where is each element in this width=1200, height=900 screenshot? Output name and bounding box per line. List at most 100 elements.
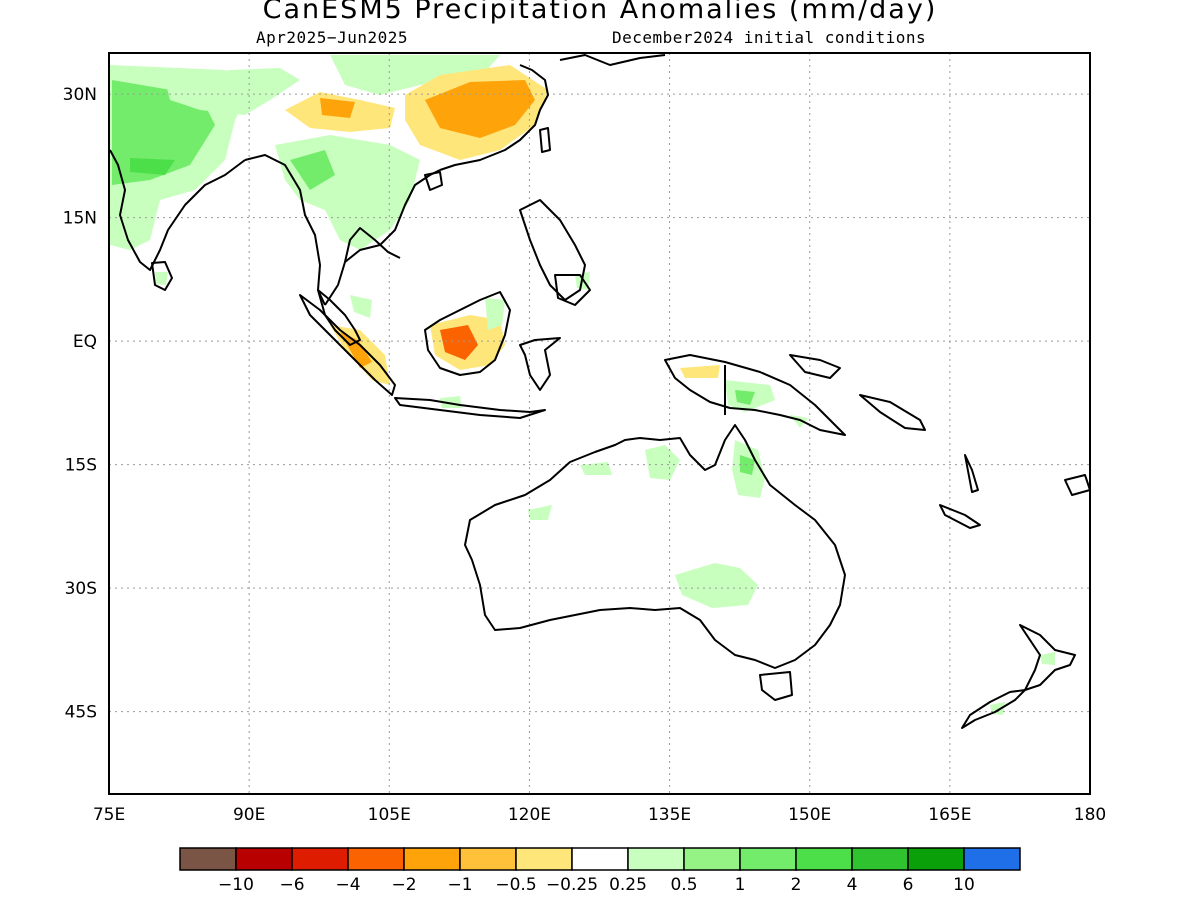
colorbar-label: −10 xyxy=(218,875,254,895)
coast-java xyxy=(394,397,546,419)
lon-tick-label: 90E xyxy=(233,805,265,825)
colorbar-label: −4 xyxy=(335,875,360,895)
anomaly-borneo-wet xyxy=(485,298,505,330)
coast-nz-north xyxy=(1019,624,1076,691)
anomaly-nz-north-wet xyxy=(1040,652,1055,665)
anomaly-tibet-wet xyxy=(165,68,300,115)
forecast-period: Apr2025−Jun2025 xyxy=(256,28,408,47)
initial-conditions: December2024 initial conditions xyxy=(612,28,927,47)
colorbar-swatch xyxy=(627,847,685,871)
anomaly-sumatra-dry-core xyxy=(340,332,372,368)
anomaly-borneo-dry-core xyxy=(440,325,478,360)
coast-vanuatu xyxy=(964,454,979,493)
anomaly-borneo-ne-wet xyxy=(350,295,372,318)
anomaly-seasia-wet xyxy=(275,135,420,250)
colorbar-swatch xyxy=(235,847,293,871)
colorbar-label: −2 xyxy=(391,875,416,895)
colorbar-swatch xyxy=(403,847,461,871)
colorbar-swatch xyxy=(963,847,1021,871)
coast-fiji xyxy=(1064,474,1091,496)
lat-tick-label: 15S xyxy=(65,456,97,476)
coastlines xyxy=(109,54,1091,729)
colorbar xyxy=(179,847,1021,871)
colorbar-swatch xyxy=(739,847,797,871)
lat-tick-label: 45S xyxy=(65,703,97,723)
colorbar-label: −0.5 xyxy=(495,875,536,895)
anomaly-png-east-wet xyxy=(790,415,808,428)
coast-gulf-thailand xyxy=(344,227,401,263)
lat-tick-label: EQ xyxy=(73,332,97,352)
anomaly-kimberley-wet xyxy=(580,462,612,475)
coast-thailand-vietnam xyxy=(324,169,441,306)
colorbar-label: −0.25 xyxy=(546,875,598,895)
map-title: CanESM5 Precipitation Anomalies (mm/day) xyxy=(262,0,938,25)
coast-philippines xyxy=(519,199,586,301)
coast-taiwan xyxy=(539,127,551,153)
lat-tick-label: 30N xyxy=(63,85,97,105)
colorbar-swatch xyxy=(795,847,853,871)
colorbar-label: 0.25 xyxy=(609,875,647,895)
anomaly-central-australia-wet xyxy=(675,563,758,608)
colorbar-label: 1 xyxy=(735,875,746,895)
coast-bismarck xyxy=(789,354,841,379)
colorbar-swatch xyxy=(571,847,629,871)
plot-frame xyxy=(108,52,1091,795)
colorbar-label: −1 xyxy=(447,875,472,895)
anomaly-seasia-wet-dark xyxy=(290,150,335,190)
coast-mindanao xyxy=(554,274,591,306)
coast-new-caledonia xyxy=(939,504,981,529)
anomaly-india-wet-center xyxy=(130,158,175,175)
colorbar-swatch xyxy=(459,847,517,871)
colorbar-swatch xyxy=(851,847,909,871)
colorbar-label: −6 xyxy=(279,875,304,895)
lon-tick-label: 120E xyxy=(508,805,551,825)
colorbar-label: 2 xyxy=(791,875,802,895)
lon-tick-label: 180 xyxy=(1074,805,1106,825)
coast-south-china xyxy=(439,64,549,171)
anomaly-srilanka-wet xyxy=(155,272,168,285)
graticule xyxy=(109,53,1090,794)
coast-tasmania xyxy=(759,671,793,701)
lon-tick-label: 150E xyxy=(788,805,831,825)
colorbar-swatch xyxy=(515,847,573,871)
coast-hainan xyxy=(424,171,443,191)
coast-india xyxy=(109,149,246,271)
coast-bangladesh-myanmar xyxy=(244,154,326,306)
coast-solomons xyxy=(859,394,926,431)
longitude-labels: 75E 90E 105E 120E 135E 150E 165E 180 xyxy=(93,805,1106,825)
colorbar-label: 0.5 xyxy=(670,875,697,895)
lon-tick-label: 135E xyxy=(648,805,691,825)
anomaly-qld-wet-dark xyxy=(740,455,755,475)
coast-korea-japan xyxy=(559,54,666,66)
coast-australia xyxy=(464,424,846,669)
colorbar-swatch xyxy=(179,847,237,871)
lon-tick-label: 165E xyxy=(928,805,971,825)
coast-sulawesi xyxy=(519,337,561,391)
colorbar-label: 4 xyxy=(847,875,858,895)
anomaly-png-wet-dark xyxy=(735,390,755,405)
anomaly-png-dry xyxy=(680,365,720,378)
coast-new-guinea xyxy=(664,354,846,436)
lat-tick-label: 15N xyxy=(63,209,97,229)
latitude-labels: 30N 15N EQ 15S 30S 45S xyxy=(63,85,97,723)
anomaly-australia-north-wet xyxy=(645,445,680,480)
anomaly-pilbara-wet xyxy=(528,505,552,520)
lat-tick-label: 30S xyxy=(65,579,97,599)
lon-tick-label: 75E xyxy=(93,805,125,825)
lon-tick-label: 105E xyxy=(368,805,411,825)
colorbar-swatch xyxy=(291,847,349,871)
colorbar-swatch xyxy=(683,847,741,871)
coast-nz-south xyxy=(961,689,1026,729)
colorbar-label: 10 xyxy=(953,875,975,895)
anomaly-china-north-wet xyxy=(330,55,500,95)
colorbar-swatch xyxy=(907,847,965,871)
coast-malay-peninsula xyxy=(317,289,361,346)
coast-sumatra xyxy=(299,294,396,396)
colorbar-swatch xyxy=(347,847,405,871)
anomaly-tibet-dry-core xyxy=(320,98,355,118)
coast-borneo xyxy=(424,291,511,376)
anomaly-fields xyxy=(110,55,1055,715)
colorbar-labels: −10 −6 −4 −2 −1 −0.5 −0.25 0.25 0.5 1 2 4 6 10 xyxy=(218,875,975,895)
coast-srilanka xyxy=(151,261,173,291)
